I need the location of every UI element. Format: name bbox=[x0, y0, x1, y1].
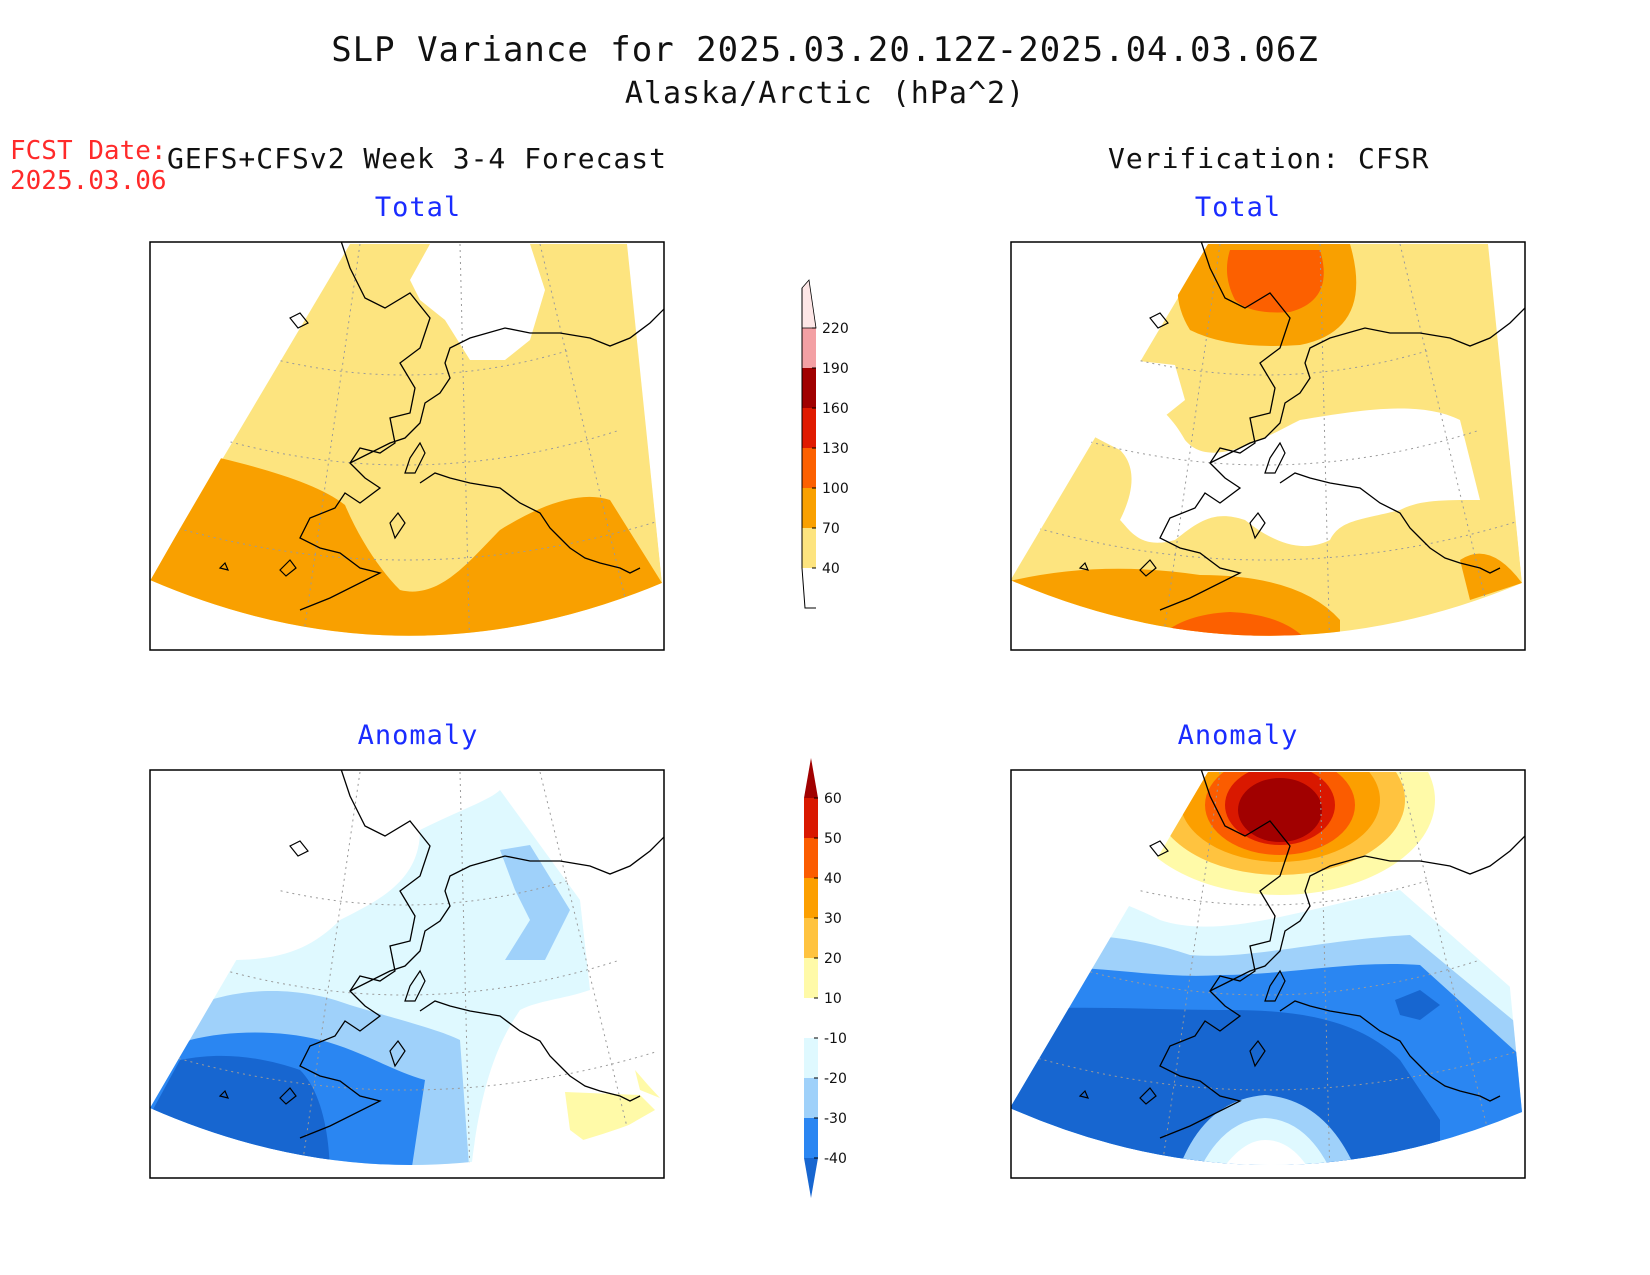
graticule-lines bbox=[150, 244, 1522, 1166]
anomaly-below-minus40-region bbox=[150, 1055, 330, 1166]
colorbar-tick-label: 20 bbox=[824, 951, 842, 967]
forecast-total-map bbox=[150, 244, 662, 636]
verification-column-title: Verification: CFSR bbox=[1108, 142, 1430, 175]
anomaly-10-20-region-east bbox=[635, 1070, 660, 1098]
colorbar-segment bbox=[802, 448, 816, 488]
colorbar-segment bbox=[804, 1118, 818, 1158]
verification-total-title: Total bbox=[1194, 192, 1282, 223]
variance-70-100-region bbox=[1011, 568, 1340, 636]
forecast-total-frame bbox=[149, 241, 665, 651]
colorbar-segment bbox=[802, 368, 816, 408]
colorbar-tick-label: 40 bbox=[824, 871, 842, 887]
forecast-anomaly-frame bbox=[149, 769, 665, 1179]
verification-anomaly-map bbox=[1011, 772, 1522, 1181]
colorbar-segment bbox=[804, 1158, 818, 1198]
variance-100-130-region bbox=[1226, 250, 1324, 313]
colorbar-tick-label: 220 bbox=[822, 321, 849, 337]
colorbar-segment bbox=[804, 838, 818, 878]
verification-total-frame bbox=[1010, 241, 1526, 651]
verification-anomaly-title: Anomaly bbox=[1177, 720, 1299, 751]
anomaly-above-60-region bbox=[1238, 778, 1322, 842]
colorbar-low-end bbox=[801, 567, 816, 609]
colorbar-tick-label: -10 bbox=[824, 1031, 847, 1047]
anomaly-below-minus40-region-east bbox=[1395, 990, 1440, 1020]
colorbar-tick-label: 40 bbox=[822, 561, 840, 577]
colorbar-segment bbox=[802, 408, 816, 448]
colorbar-segment bbox=[802, 328, 816, 368]
colorbar-segment bbox=[804, 918, 818, 958]
variance-70-100-region bbox=[150, 458, 662, 636]
anomaly-near-zero-region bbox=[1215, 1140, 1315, 1166]
colorbar-segment bbox=[804, 878, 818, 918]
colorbar-tick-label: 130 bbox=[822, 441, 849, 457]
colorbar-segment bbox=[804, 758, 818, 798]
colorbar-segment bbox=[802, 528, 816, 568]
fcst-date-label: FCST Date: bbox=[10, 136, 167, 166]
colorbar-anomaly: -40 -30 -20 -10 10 20 30 40 50 60 bbox=[804, 758, 847, 1198]
colorbar-tick-label: 100 bbox=[822, 481, 849, 497]
colorbar-tick-label: -40 bbox=[824, 1151, 847, 1167]
verification-total-map bbox=[1011, 244, 1522, 636]
colorbar-tick-label: 190 bbox=[822, 361, 849, 377]
page-title: SLP Variance for 2025.03.20.12Z-2025.04.… bbox=[331, 30, 1319, 70]
colorbar-total: 40 70 100 130 160 190 220 bbox=[801, 279, 849, 609]
forecast-anomaly-map bbox=[150, 772, 662, 1166]
page-subtitle: Alaska/Arctic (hPa^2) bbox=[624, 76, 1026, 111]
forecast-anomaly-title: Anomaly bbox=[357, 720, 479, 751]
anomaly-minus20-minus30-region bbox=[500, 845, 570, 960]
fcst-date: FCST Date: 2025.03.06 bbox=[10, 136, 167, 196]
colorbar-tick-label: -20 bbox=[824, 1071, 847, 1087]
colorbar-segment bbox=[802, 488, 816, 528]
colorbar-tick-label: 10 bbox=[824, 991, 842, 1007]
colorbar-segment bbox=[804, 1038, 818, 1078]
colorbar-segment bbox=[804, 1078, 818, 1118]
colorbar-tick-label: 60 bbox=[824, 791, 842, 807]
colorbar-tick-label: -30 bbox=[824, 1111, 847, 1127]
colorbar-tick-label: 30 bbox=[824, 911, 842, 927]
anomaly-10-20-region bbox=[1228, 1173, 1300, 1181]
low-variance-region bbox=[1070, 387, 1480, 547]
colorbar-tick-label: 50 bbox=[824, 831, 842, 847]
colorbar-segment bbox=[804, 958, 818, 998]
anomaly-10-20-region bbox=[565, 1092, 655, 1145]
colorbar-segment bbox=[801, 279, 817, 329]
colorbar-segment bbox=[804, 798, 818, 838]
colorbar-segment bbox=[804, 998, 818, 1038]
fcst-date-value: 2025.03.06 bbox=[10, 166, 167, 196]
colorbar-tick-label: 70 bbox=[822, 521, 840, 537]
colorbar-tick-label: 160 bbox=[822, 401, 849, 417]
verification-anomaly-frame bbox=[1010, 769, 1526, 1179]
variance-100-130-region bbox=[1150, 612, 1320, 636]
forecast-total-title: Total bbox=[374, 192, 462, 223]
forecast-column-title: GEFS+CFSv2 Week 3-4 Forecast bbox=[167, 142, 668, 175]
low-variance-region bbox=[410, 244, 545, 360]
variance-70-100-region-east bbox=[1460, 553, 1522, 600]
